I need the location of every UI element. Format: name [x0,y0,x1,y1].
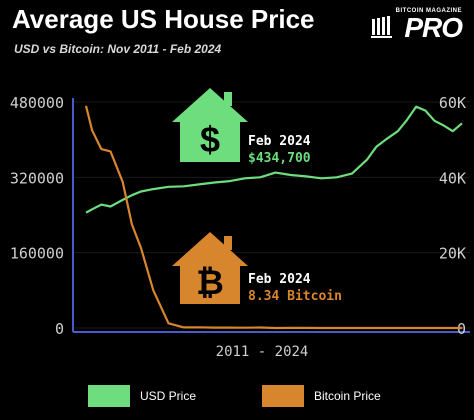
chart-subtitle: USD vs Bitcoin: Nov 2011 - Feb 2024 [14,42,222,56]
y-left-tick-label: 160000 [10,245,64,263]
y-right-tick-label: 20K [439,245,466,263]
legend-item-usd: USD Price [88,384,196,408]
legend-label-usd: USD Price [140,389,197,403]
svg-text:₿: ₿ [196,263,224,303]
y-left-tick-label: 320000 [10,169,64,187]
btc-annotation-date: Feb 2024 [248,272,311,287]
house-bitcoin-icon: ₿ [172,232,248,304]
brand-big-text: PRO [404,12,463,43]
svg-text:$: $ [200,119,220,160]
legend-item-btc: Bitcoin Price [262,384,381,408]
y-left-tick-label: 0 [55,320,64,338]
y-right-tick-label: 60K [439,94,466,112]
btc-annotation-value: 8.34 Bitcoin [248,289,342,304]
legend-swatch-btc [262,385,304,407]
chart-title: Average US House Price [12,4,315,34]
x-axis-label: 2011 - 2024 [216,344,309,360]
legend-swatch-usd [88,385,130,407]
usd-price-line [85,105,463,214]
brand-small-text: BITCOIN MAGAZINE [395,8,462,14]
legend-label-btc: Bitcoin Price [314,389,381,403]
y-right-tick-label: 40K [439,169,466,187]
usd-annotation-value: $434,700 [248,151,311,166]
house-dollar-icon: $ [172,88,248,162]
building-icon [371,16,392,38]
usd-annotation-date: Feb 2024 [248,134,311,149]
y-left-tick-label: 480000 [10,94,64,112]
brand-logo: BITCOIN MAGAZINE PRO [370,8,463,43]
bitcoin-price-line [84,105,462,330]
